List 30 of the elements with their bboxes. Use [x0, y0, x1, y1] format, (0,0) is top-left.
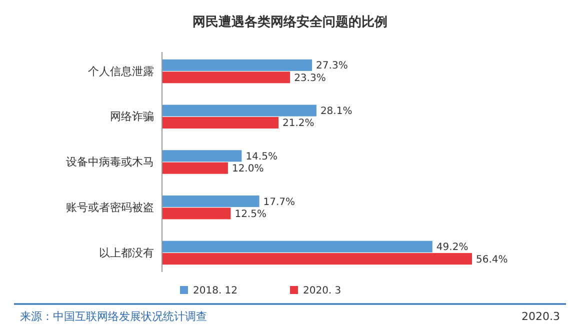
- bar: [162, 208, 231, 220]
- text: 2020.3: [522, 310, 560, 323]
- data-label: 23.3%: [294, 72, 326, 84]
- data-label: 49.2%: [436, 242, 468, 254]
- y-tick-label: 以上都没有: [99, 246, 154, 260]
- bar: [162, 253, 472, 265]
- data-label: 56.4%: [476, 254, 508, 266]
- bar: [162, 162, 228, 174]
- data-label: 27.3%: [316, 60, 348, 72]
- data-label: 28.1%: [320, 106, 352, 118]
- bar: [162, 72, 290, 84]
- chart-title: 网民遭遇各类网络安全问题的比例: [192, 14, 388, 30]
- y-tick-label: 个人信息泄露: [88, 64, 154, 78]
- bar: [162, 195, 260, 208]
- data-label: 12.5%: [234, 208, 266, 220]
- bar: [162, 104, 316, 116]
- y-tick-label: 网络诈骗: [110, 110, 154, 124]
- y-tick-label: 设备中病毒或木马: [66, 156, 154, 169]
- data-label: 12.0%: [232, 164, 264, 175]
- bar: [162, 150, 242, 162]
- bar: [162, 116, 279, 129]
- data-label: 17.7%: [263, 196, 296, 208]
- data-label: 21.2%: [282, 118, 314, 130]
- legend-label: 2018. 12: [193, 286, 238, 296]
- bar: [162, 59, 312, 71]
- bar: [162, 240, 432, 252]
- source-note: 来源：中国互联网络发展状况统计调查: [20, 310, 207, 323]
- y-tick-label: 账号或者密码被盗: [66, 200, 154, 214]
- legend-label: 2020. 3: [303, 286, 342, 296]
- data-label: 14.5%: [246, 151, 278, 162]
